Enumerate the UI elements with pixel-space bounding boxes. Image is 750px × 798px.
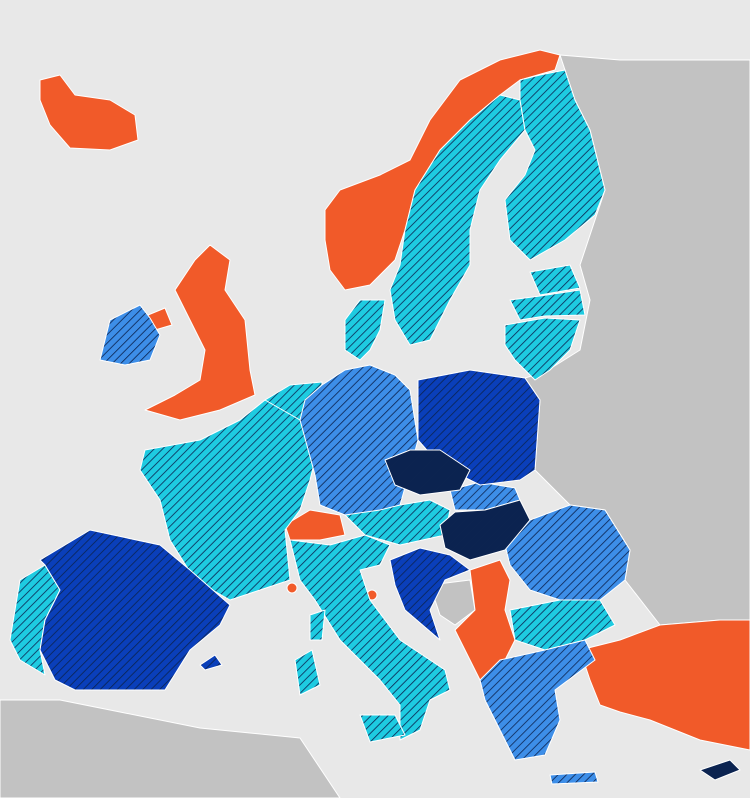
region-turkey [579,619,750,751]
region-lithuania [504,317,581,381]
region-sardinia [294,649,321,696]
region-estonia [529,264,581,296]
region-france [139,399,321,601]
region-sweden [389,94,526,346]
region-monaco [286,582,298,594]
region-sicily [359,714,406,743]
region-hungary [439,499,531,561]
region-corsica [309,609,326,641]
region-ireland [99,304,161,366]
region-croatia-slovenia [389,547,471,641]
region-bosnia [429,579,476,626]
region-iceland [39,74,139,151]
region-greece [479,639,596,761]
region-spain [39,529,231,691]
region-norway [324,49,561,291]
region-czechia [384,449,471,496]
region-uk [144,244,256,421]
region-africa [0,699,341,798]
region-cyprus [699,759,741,781]
region-crete [549,771,599,785]
region-latvia [509,289,586,321]
region-italy [289,534,451,741]
region-romania [504,504,631,601]
region-balearics [199,654,223,671]
region-denmark [344,299,386,361]
region-finland [504,69,606,261]
